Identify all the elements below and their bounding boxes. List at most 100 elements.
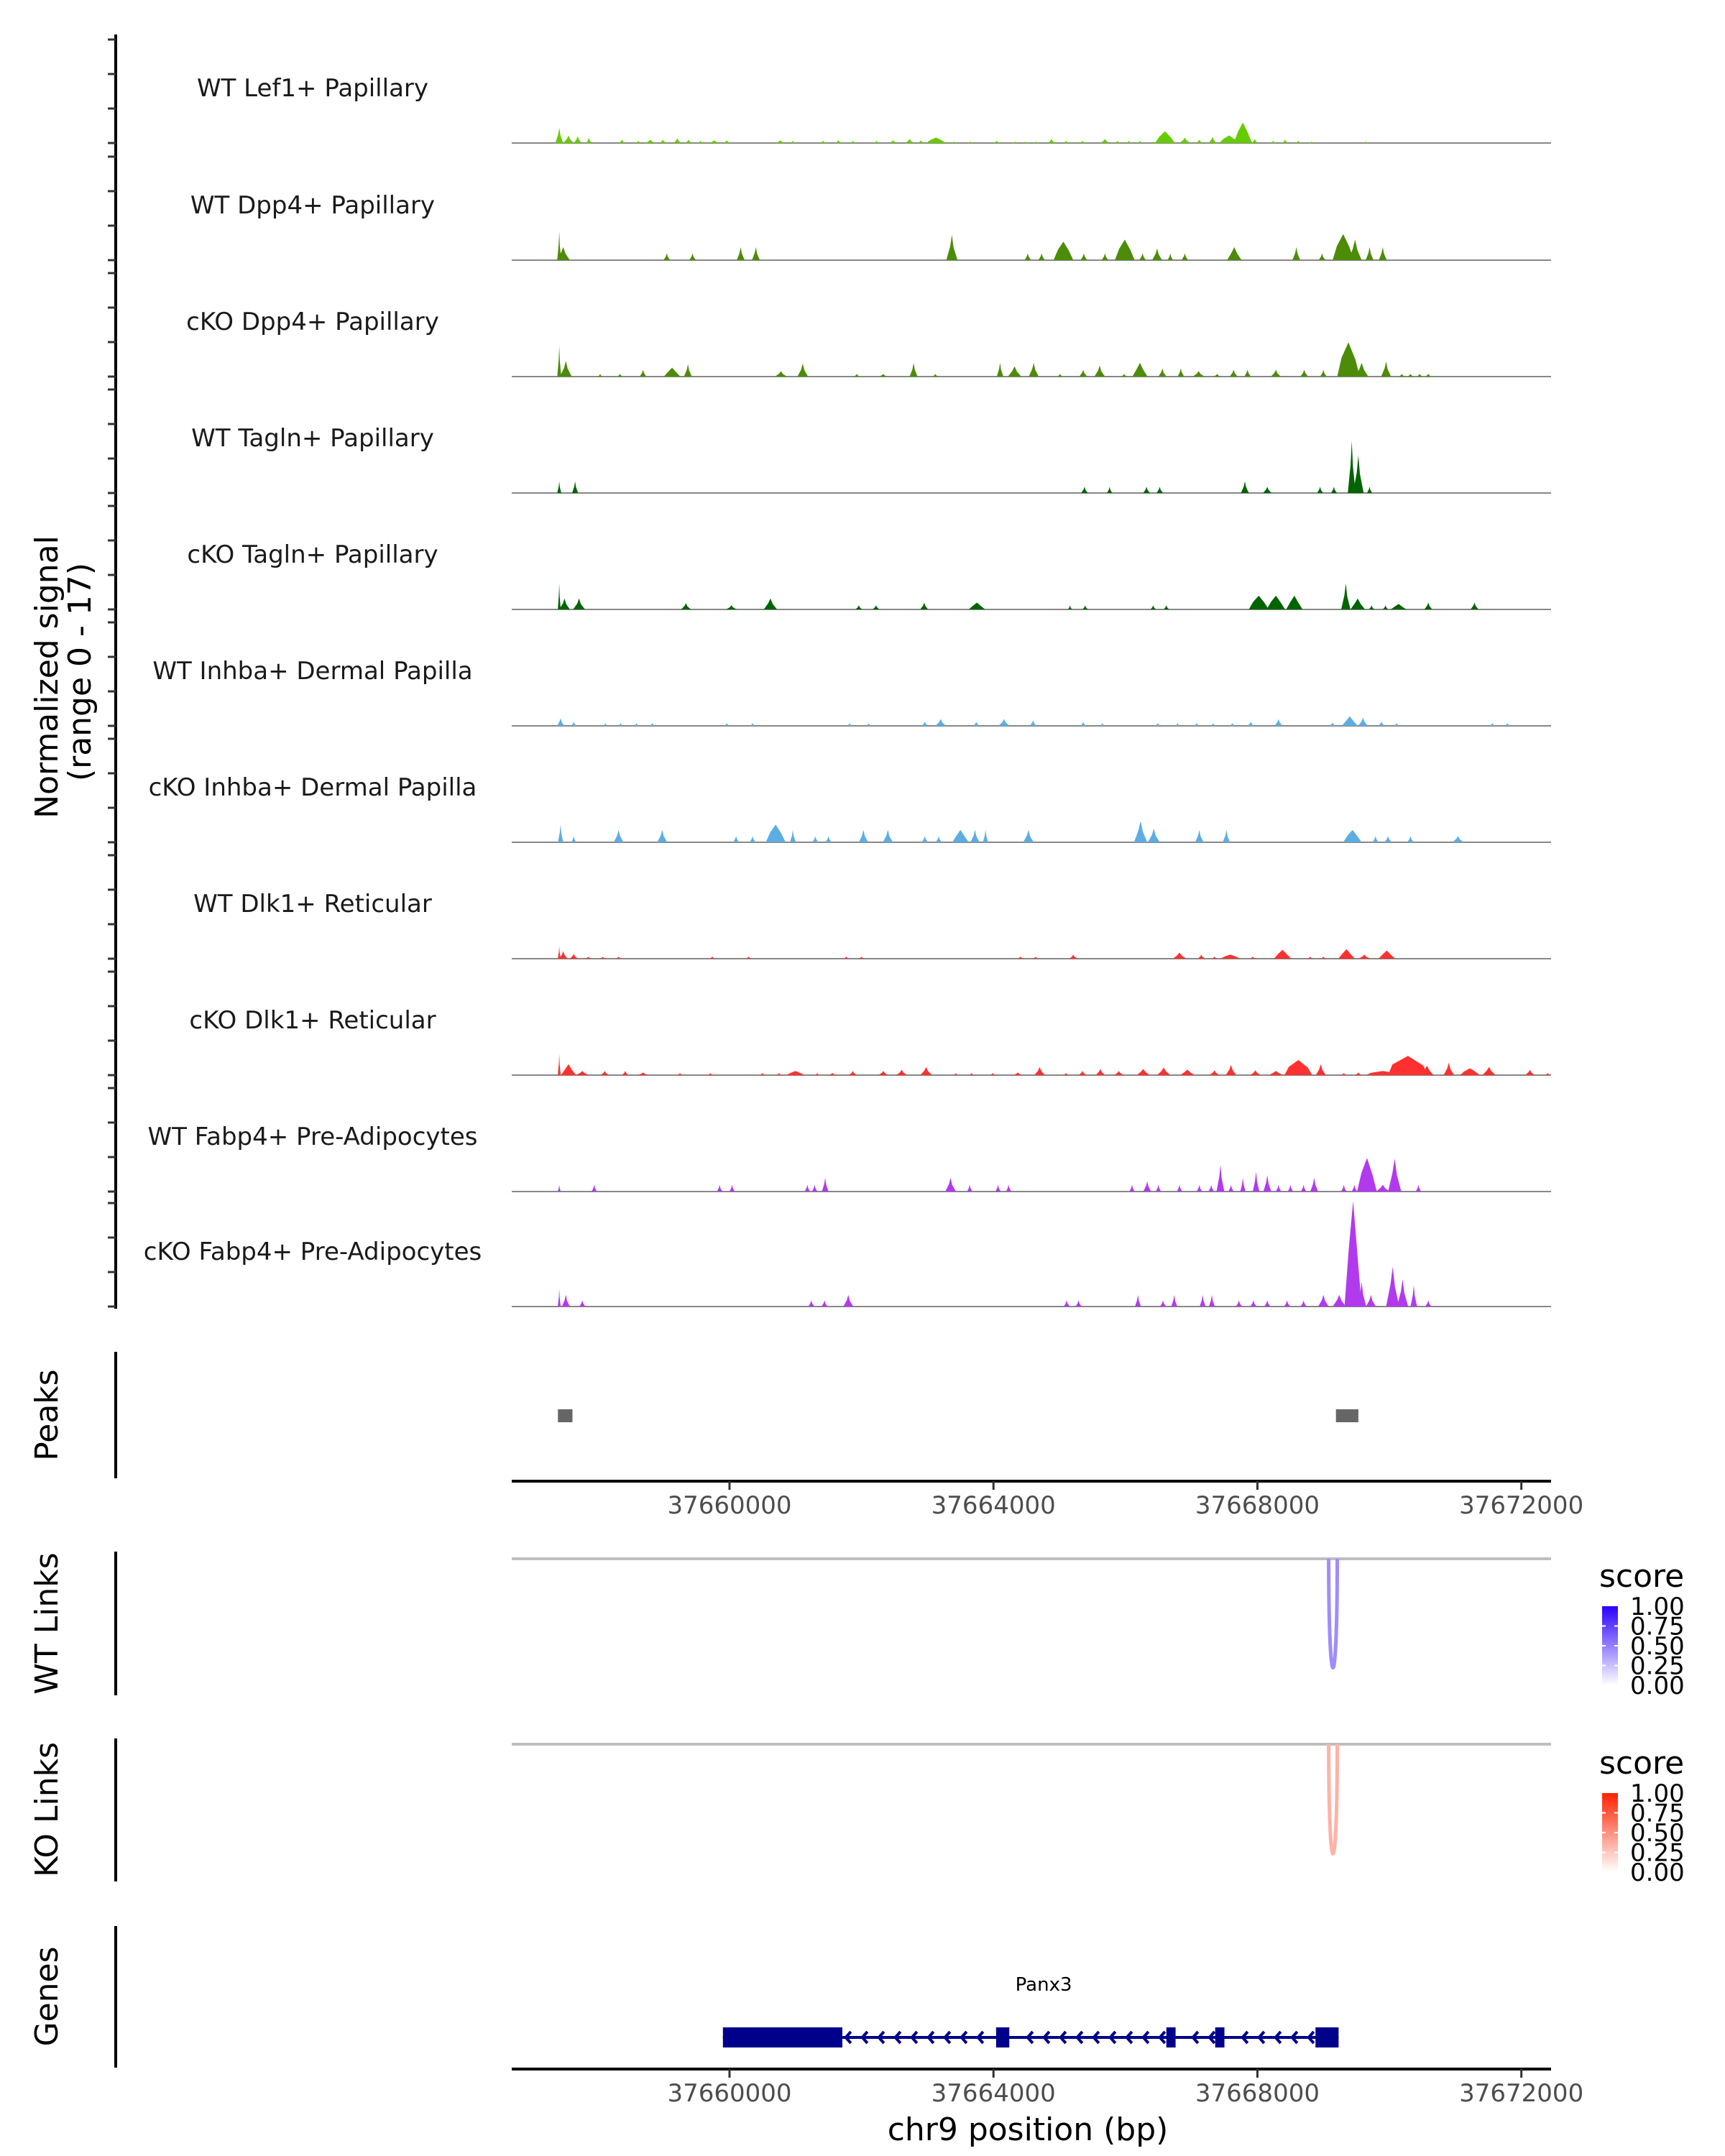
coverage-peak xyxy=(811,1184,818,1192)
coverage-peak xyxy=(998,719,1010,726)
coverage-peak xyxy=(1068,605,1072,609)
legend-tick-label: 0.00 xyxy=(1630,1858,1685,1887)
coverage-peak xyxy=(1164,605,1169,609)
coverage-peak xyxy=(1417,374,1423,377)
link-arc xyxy=(1327,1558,1340,1669)
legend-tick-label: 0.25 xyxy=(1630,1652,1685,1681)
coverage-peak xyxy=(1263,1175,1271,1192)
x-tick-label: 37672000 xyxy=(1459,2079,1583,2108)
coverage-peak xyxy=(1308,142,1315,143)
coverage-peak xyxy=(689,253,696,260)
coverage-peak xyxy=(995,1184,1001,1192)
coverage-peak xyxy=(946,234,958,260)
coverage-peak xyxy=(1107,487,1113,493)
links-panel-label: KO Links xyxy=(29,1742,65,1877)
coverage-peak xyxy=(1342,716,1358,726)
coverage-track: cKO Dlk1+ Reticular xyxy=(108,970,1551,1077)
coverage-peak xyxy=(557,231,561,260)
coverage-peak xyxy=(1376,1184,1390,1192)
gene-exon xyxy=(995,2027,1010,2047)
coverage-peak xyxy=(622,1071,629,1075)
track-label: cKO Dlk1+ Reticular xyxy=(189,1006,436,1035)
coverage-peak xyxy=(558,951,568,959)
coverage-peak xyxy=(765,824,786,842)
coverage-peak xyxy=(945,1177,956,1192)
coverage-peak xyxy=(572,481,579,493)
coverage-peak xyxy=(1152,248,1162,260)
coverage-peak xyxy=(1136,141,1144,143)
coverage-track: WT Dpp4+ Papillary xyxy=(108,155,1551,262)
coverage-peak xyxy=(600,1071,610,1075)
gene-exon xyxy=(1315,2027,1339,2047)
coverage-peak xyxy=(1032,142,1039,143)
coverage-peak xyxy=(1156,1067,1171,1075)
legend-tick-label: 0.75 xyxy=(1630,1613,1685,1641)
coverage-peak xyxy=(616,957,622,959)
coverage-peak xyxy=(1307,957,1313,959)
coverage-peak xyxy=(763,598,778,609)
coverage-peak xyxy=(1195,829,1204,842)
coverage-peak xyxy=(1227,247,1242,260)
coverage-peak xyxy=(561,1064,576,1075)
coverage-peak xyxy=(1388,1056,1428,1075)
coverage-peak xyxy=(573,598,585,609)
coverage-peak xyxy=(843,1294,854,1307)
coverage-peak xyxy=(1094,365,1105,377)
coverage-track: WT Tagln+ Papillary xyxy=(108,388,1551,494)
coverage-peak xyxy=(1425,374,1432,377)
x-tick-label: 37668000 xyxy=(1195,1491,1320,1520)
coverage-peak xyxy=(1225,1064,1237,1075)
legend-colorbar xyxy=(1602,1606,1618,1685)
coverage-peak xyxy=(559,598,570,609)
coverage-peak xyxy=(1366,1294,1376,1307)
coverage-peak xyxy=(1220,954,1241,959)
coverage-peak xyxy=(1420,1065,1434,1075)
strand-arrow-icon xyxy=(1059,2030,1067,2045)
legend-tick-label: 0.00 xyxy=(1630,1672,1685,1700)
coverage-peak xyxy=(617,374,623,377)
peak-region xyxy=(558,1409,573,1422)
coverage-peak xyxy=(649,723,656,726)
coverage-peak xyxy=(1029,720,1036,726)
peak-region xyxy=(1335,1409,1358,1422)
coverage-peak xyxy=(858,829,868,842)
coverage-tracks: WT Lef1+ Papillary WT Dpp4+ Papillary cKO … xyxy=(108,34,1551,1309)
coverage-peak xyxy=(1317,1294,1329,1307)
coverage-peak xyxy=(825,836,832,842)
coverage-peak xyxy=(819,141,827,143)
coverage-peak xyxy=(1263,487,1272,493)
coverage-peak xyxy=(726,605,737,609)
coverage-peak xyxy=(1181,253,1188,260)
coverage-peak xyxy=(1355,1072,1362,1075)
gene-exon xyxy=(1215,2027,1225,2047)
coverage-peak xyxy=(1210,723,1216,726)
strand-arrow-icon xyxy=(1158,2030,1167,2045)
coverage-peak xyxy=(1158,368,1167,377)
coverage-peak xyxy=(579,1300,586,1307)
gene-model: Panx3 xyxy=(722,1974,1339,2047)
coverage-peak xyxy=(1080,722,1086,726)
coverage-peak xyxy=(1150,605,1156,609)
track-label: cKO Fabp4+ Pre-Adipocytes xyxy=(144,1238,482,1266)
coverage-peak xyxy=(909,362,918,377)
coverage-peak xyxy=(1300,369,1309,377)
strand-arrow-icon xyxy=(1208,2030,1216,2045)
coverage-peak xyxy=(952,829,969,842)
strand-arrow-icon xyxy=(1191,2030,1200,2045)
coverage-peak xyxy=(556,247,570,260)
coverage-peak xyxy=(1341,583,1351,609)
track-label: WT Lef1+ Papillary xyxy=(197,74,428,103)
coverage-peak xyxy=(855,605,862,609)
coverage-peak xyxy=(613,829,624,842)
coverage-peak xyxy=(1100,723,1105,726)
coverage-peak xyxy=(1064,1300,1070,1307)
coverage-peak xyxy=(1177,1184,1182,1192)
coverage-peak xyxy=(1452,836,1464,842)
coverage-peak xyxy=(1148,828,1160,842)
coverage-peak xyxy=(657,829,668,842)
coverage-peak xyxy=(737,247,745,260)
coverage-peak xyxy=(560,361,572,377)
coverage-peak xyxy=(1229,369,1238,377)
strand-arrow-icon xyxy=(943,2030,952,2045)
